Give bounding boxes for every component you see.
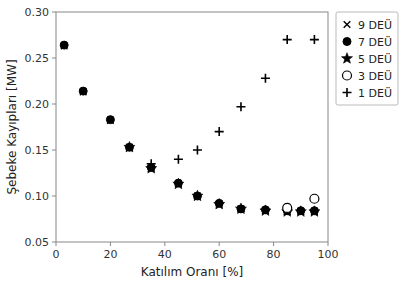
legend-marker [344,21,351,28]
point [310,35,319,44]
point [295,206,306,216]
point [214,198,225,208]
legend-marker [343,38,351,46]
point [235,203,246,213]
chart: 0 20 40 60 80 100 0.05 0.10 0.15 0.20 0.25 0.30 Katı… [0,0,404,284]
x-tick [56,242,57,246]
y-tick [52,58,56,59]
y-axis-label: Şebeke Kayıpları [MW] [5,59,19,194]
point [174,155,183,164]
point [236,102,245,111]
x-tick [273,242,274,246]
point [260,205,271,215]
y-tick-label: 0.30 [25,6,50,19]
legend-label: 5 DEÜ [358,53,392,66]
point [261,74,270,83]
legend-label: 9 DEÜ [358,19,392,32]
y-tick [52,150,56,151]
legend-box [336,12,398,105]
point [79,87,87,95]
point [60,41,68,49]
series [60,41,318,215]
y-tick-label: 0.20 [25,98,50,111]
x-tick-label: 40 [158,248,172,261]
legend-label: 3 DEÜ [358,70,392,83]
x-axis-label: Katılım Oranı [%] [141,265,243,279]
point [193,146,202,155]
y-tick-label: 0.10 [25,190,50,203]
legend-label: 7 DEÜ [358,36,392,49]
x-tick-label: 80 [267,248,281,261]
plot-area [60,35,320,216]
point [283,35,292,44]
y-tick [52,242,56,243]
series [61,43,318,215]
x-tick-label: 0 [53,248,60,261]
point [310,194,319,203]
legend-marker [343,71,352,80]
point [124,141,135,151]
y-tick [52,196,56,197]
y-tick-label: 0.15 [25,144,50,157]
y-tick-label: 0.05 [25,236,50,249]
x-tick-label: 100 [318,248,339,261]
x-tick [164,242,165,246]
point [147,159,156,168]
legend-marker [341,53,352,63]
x-tick-label: 20 [103,248,117,261]
point [283,203,292,212]
point [192,190,203,200]
x-tick-label: 60 [212,248,226,261]
point [309,206,320,216]
legend: 9 DEÜ 7 DEÜ 5 DEÜ 3 DEÜ 1 DEÜ [336,12,398,105]
plot-frame [56,12,328,242]
series [124,141,320,216]
point [215,127,224,136]
y-tick [52,104,56,105]
point [106,116,114,124]
legend-label: 1 DEÜ [358,87,392,100]
y-tick [52,12,56,13]
series [283,194,319,212]
series [147,35,319,168]
x-tick [328,242,329,246]
x-tick [219,242,220,246]
point [173,178,184,188]
legend-marker [343,88,352,97]
x-tick [110,242,111,246]
y-tick-label: 0.25 [25,52,50,65]
